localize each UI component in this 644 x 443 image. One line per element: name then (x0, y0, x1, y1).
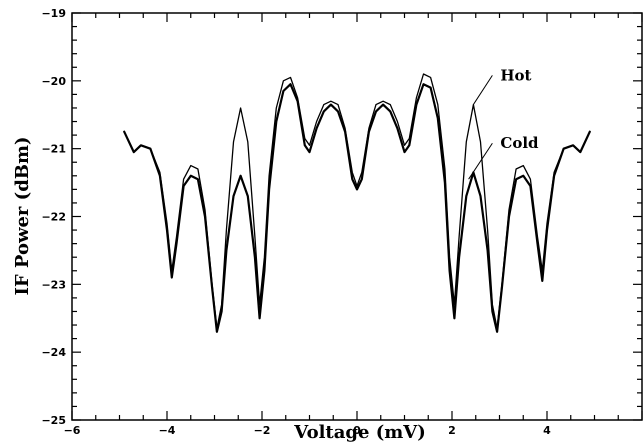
leader-line-hot (472, 75, 493, 105)
y-tick-label: −19 (41, 7, 66, 20)
y-tick-label: −22 (41, 211, 66, 224)
x-tick-label: 4 (543, 424, 551, 437)
y-axis-title: IF Power (dBm) (12, 136, 33, 295)
y-tick-label: −20 (41, 75, 66, 88)
x-tick-label: −4 (159, 424, 176, 437)
x-tick-label: 2 (448, 424, 456, 437)
series-lines (123, 73, 591, 333)
x-tick-label: 0 (353, 424, 361, 437)
series-labels: Hot Cold (468, 66, 539, 180)
y-tick-label: −24 (41, 346, 66, 359)
series-label-cold: Cold (500, 134, 539, 152)
x-axis-title: Voltage (mV) (293, 422, 425, 443)
series-line-hot (123, 73, 591, 330)
axis-ticks (71, 12, 643, 421)
y-tick-label: −25 (41, 414, 66, 427)
y-tick-label: −21 (41, 143, 66, 156)
x-tick-label: −6 (64, 424, 81, 437)
x-tick-label: −2 (254, 424, 271, 437)
series-label-hot: Hot (500, 66, 531, 84)
series-line-cold (123, 83, 591, 333)
leader-line-cold (468, 142, 493, 180)
plot-frame (71, 12, 643, 421)
y-tick-label: −23 (41, 278, 66, 291)
axis-tick-labels: −6 −4 −2 0 2 4−25−24−23−22−21−20−19 (41, 7, 551, 437)
